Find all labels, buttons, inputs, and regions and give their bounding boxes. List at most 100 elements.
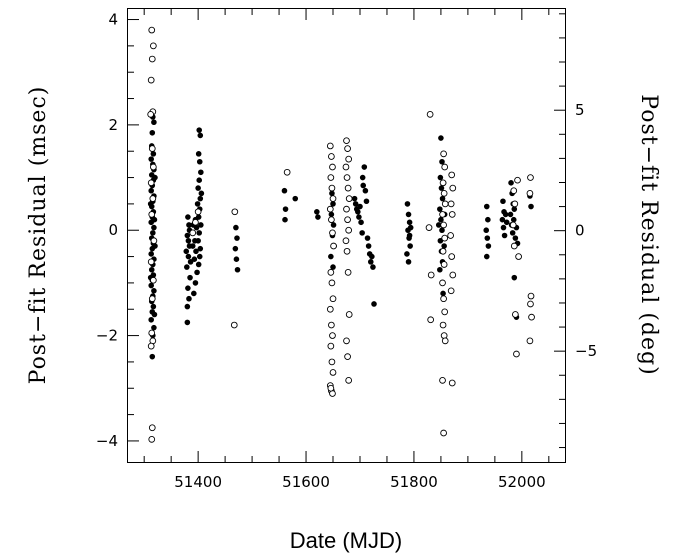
open-data-point (343, 337, 350, 345)
filled-data-point (148, 316, 155, 323)
open-data-point (329, 369, 337, 376)
filled-data-point (483, 203, 490, 210)
filled-data-point (485, 216, 491, 223)
open-data-point (328, 321, 335, 329)
open-data-point (231, 208, 239, 216)
filled-data-point (151, 216, 158, 223)
filled-data-point (328, 253, 334, 260)
open-data-point (327, 269, 335, 276)
open-data-point (148, 145, 156, 152)
filled-data-point (196, 158, 203, 165)
open-data-point (342, 163, 350, 171)
open-data-point (448, 171, 456, 179)
filled-data-point (187, 274, 193, 281)
open-data-point (148, 436, 156, 443)
open-data-point (148, 55, 156, 63)
open-data-point (327, 174, 335, 181)
open-data-point (149, 195, 157, 202)
filled-data-point (330, 264, 336, 270)
open-data-point (344, 184, 352, 192)
open-data-point (147, 110, 155, 118)
axis-tick-labels: 51400 51600 51800 52000 −4 −2 0 2 4 −5 0 5 (96, 11, 597, 491)
y-tick-label: 4 (108, 11, 118, 29)
filled-data-point (483, 227, 490, 234)
open-data-point (343, 137, 350, 145)
filled-data-point (149, 129, 156, 136)
filled-data-point (438, 135, 444, 141)
filled-data-point (184, 303, 191, 310)
filled-data-point (362, 187, 369, 194)
open-data-point (426, 110, 434, 118)
filled-data-point (191, 256, 198, 263)
filled-data-point (282, 216, 288, 223)
open-data-point (427, 316, 435, 324)
open-data-point (425, 224, 433, 231)
filled-data-point (149, 353, 156, 360)
filled-data-point (148, 156, 155, 162)
open-data-point (344, 353, 351, 361)
open-data-point (342, 237, 350, 245)
open-data-point (449, 271, 457, 279)
axis-ticks (128, 9, 565, 462)
filled-data-point (437, 206, 443, 212)
open-data-point (427, 271, 435, 279)
open-data-point (150, 42, 157, 50)
open-data-point (343, 247, 351, 255)
filled-data-point (152, 243, 158, 249)
filled-data-point (501, 232, 508, 239)
open-data-point (509, 221, 517, 229)
open-data-point (439, 247, 447, 255)
filled-data-point (406, 219, 413, 226)
filled-data-point (499, 216, 506, 223)
filled-data-point (438, 185, 445, 191)
open-data-point (440, 190, 448, 197)
open-data-point (326, 142, 334, 150)
filled-data-point (439, 227, 445, 234)
filled-data-point (183, 248, 190, 255)
open-data-point (147, 76, 155, 84)
filled-data-point (359, 230, 365, 236)
open-data-point (329, 163, 336, 171)
open-data-point (148, 329, 156, 337)
open-data-point (329, 332, 336, 339)
filled-data-point (371, 301, 377, 307)
filled-data-point (196, 253, 203, 260)
open-data-point (441, 234, 449, 242)
plot-frame (127, 8, 566, 463)
open-data-point (343, 174, 351, 181)
open-data-point (327, 384, 335, 392)
filled-data-point (511, 274, 518, 281)
filled-data-point (198, 190, 205, 197)
open-data-point (441, 200, 449, 208)
filled-data-point (360, 182, 367, 189)
filled-data-point (440, 290, 446, 297)
filled-data-point (315, 214, 321, 220)
filled-data-point (151, 324, 157, 331)
open-data-point (440, 221, 447, 229)
filled-data-point (233, 256, 240, 263)
filled-data-point (194, 201, 201, 207)
open-data-point (192, 218, 199, 226)
open-data-point (345, 155, 353, 163)
open-data-point (510, 242, 518, 250)
open-data-point (528, 313, 535, 321)
filled-data-point (358, 219, 364, 226)
open-data-point (328, 153, 335, 160)
open-data-point (189, 229, 197, 237)
filled-data-point (351, 195, 358, 202)
filled-data-point (484, 235, 491, 241)
filled-data-point (198, 222, 204, 228)
filled-data-point (507, 211, 514, 218)
open-data-point (148, 295, 156, 303)
filled-data-point (151, 119, 157, 126)
open-data-point (439, 279, 446, 287)
filled-data-point (191, 290, 197, 297)
filled-data-point (198, 169, 204, 176)
open-data-point (148, 26, 156, 34)
filled-data-point (195, 261, 202, 268)
filled-data-point (195, 214, 202, 220)
open-data-point (526, 190, 534, 197)
filled-data-point (184, 319, 191, 326)
filled-data-point (439, 195, 446, 202)
open-data-point (449, 184, 457, 192)
